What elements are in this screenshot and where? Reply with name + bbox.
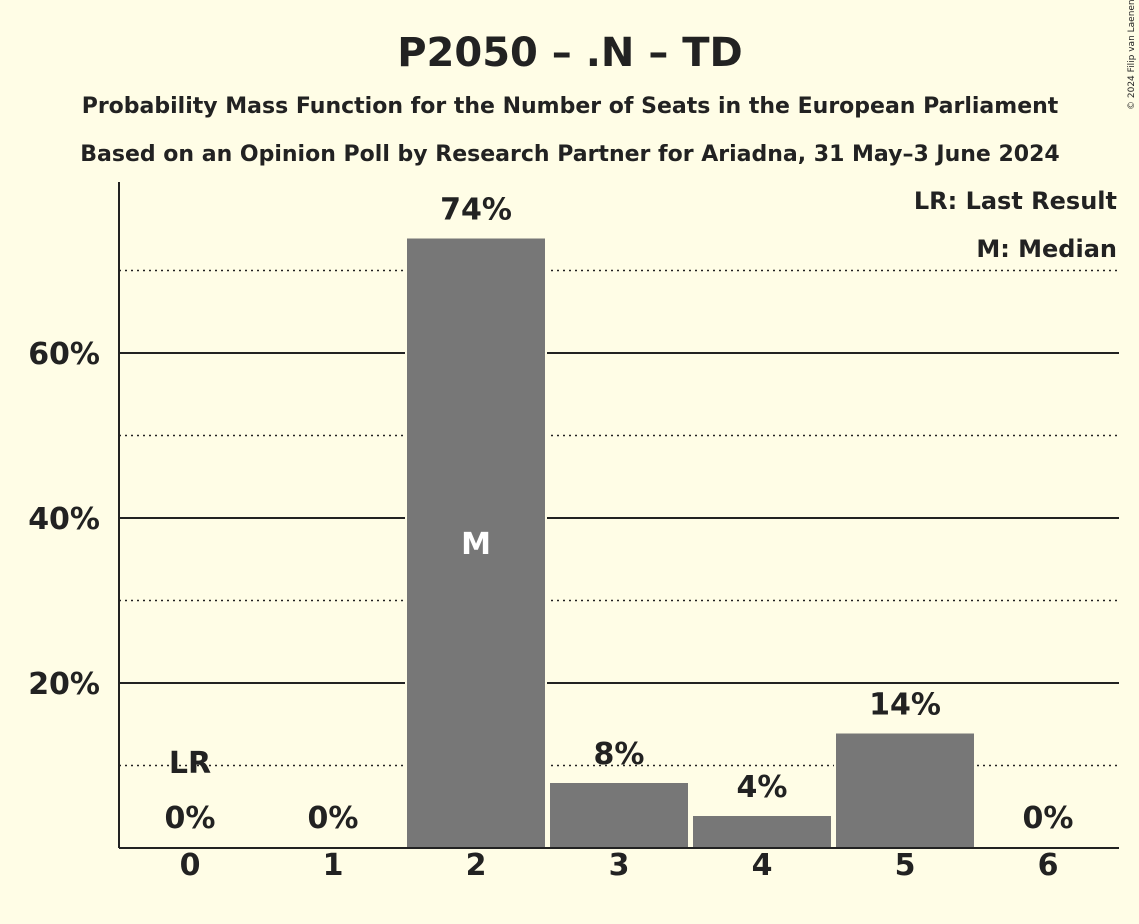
- data-label: 0%: [1023, 801, 1074, 836]
- y-tick-label: 20%: [28, 667, 100, 702]
- copyright-note: © 2024 Filip van Laenen: [1127, 0, 1137, 110]
- legend-median: M: Median: [976, 235, 1117, 263]
- y-tick-label: 40%: [28, 502, 100, 537]
- x-tick-label: 5: [895, 848, 916, 883]
- bar: [549, 782, 689, 848]
- x-tick-label: 1: [323, 848, 344, 883]
- median-marker: M: [461, 527, 491, 562]
- data-label: 8%: [594, 737, 645, 772]
- bar: [692, 815, 832, 848]
- data-label: 0%: [165, 801, 216, 836]
- last-result-marker: LR: [169, 746, 211, 781]
- data-label: 4%: [737, 770, 788, 805]
- x-tick-label: 4: [752, 848, 773, 883]
- bar: [835, 733, 975, 849]
- x-tick-label: 0: [180, 848, 201, 883]
- chart-source-line: Based on an Opinion Poll by Research Par…: [80, 142, 1059, 167]
- y-tick-label: 60%: [28, 337, 100, 372]
- chart-title: P2050 – .N – TD: [397, 30, 743, 76]
- chart-subtitle: Probability Mass Function for the Number…: [82, 94, 1059, 119]
- x-tick-label: 6: [1038, 848, 1059, 883]
- legend-last-result: LR: Last Result: [914, 187, 1117, 215]
- data-label: 14%: [869, 688, 941, 723]
- gridlines: [119, 271, 1119, 766]
- x-tick-label: 2: [466, 848, 487, 883]
- bars: [406, 238, 975, 849]
- data-label: 74%: [440, 193, 512, 228]
- data-label: 0%: [308, 801, 359, 836]
- x-tick-label: 3: [609, 848, 630, 883]
